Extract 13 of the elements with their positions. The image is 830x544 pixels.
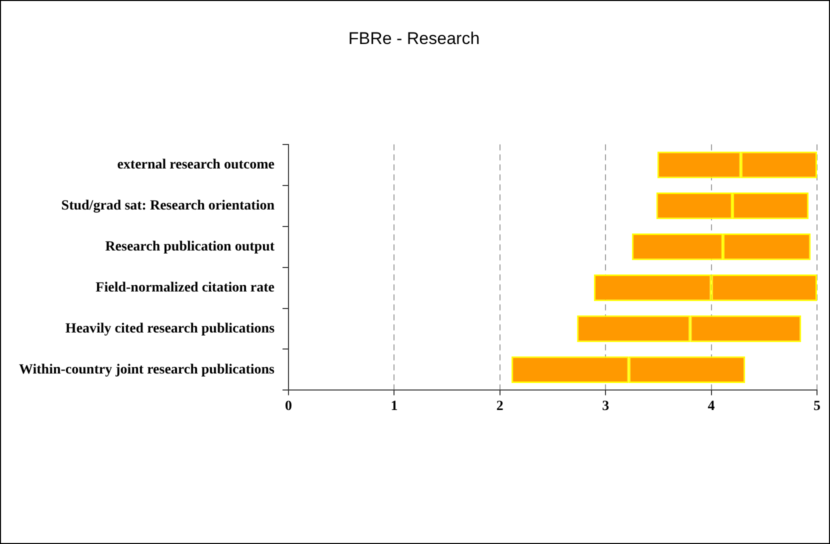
x-tick-label: 5 xyxy=(814,399,820,414)
x-tick-label: 4 xyxy=(708,399,715,414)
x-tick-label: 1 xyxy=(390,399,398,414)
chart-title: FBRe - Research xyxy=(348,28,480,48)
y-tick-label: Stud/grad sat: Research orientation xyxy=(61,198,275,214)
y-tick-label: Field-normalized citation rate xyxy=(96,280,275,296)
y-tick-label: Within-country joint research publications xyxy=(18,362,276,378)
x-tick-label: 2 xyxy=(496,399,504,414)
y-tick-label: external research outcome xyxy=(117,157,275,172)
y-tick-label: Heavily cited research publications xyxy=(65,321,276,336)
x-tick-label: 3 xyxy=(602,399,610,414)
x-tick-label: 0 xyxy=(285,399,292,414)
y-tick-label: Research publication output xyxy=(105,239,275,254)
